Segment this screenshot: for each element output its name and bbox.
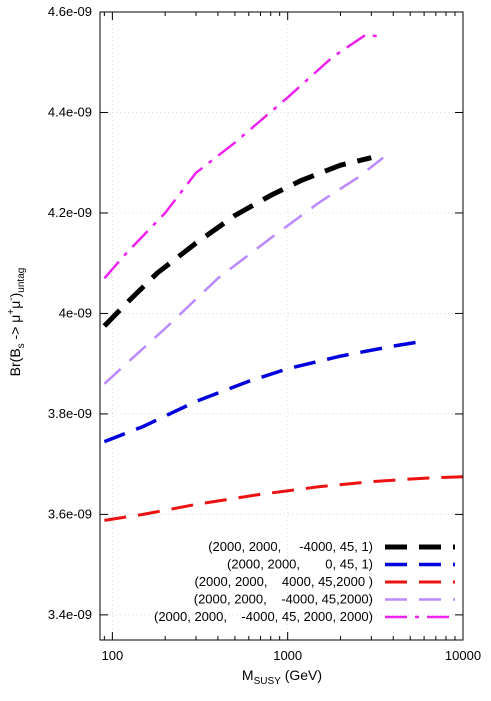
x-tick-label: 100 bbox=[102, 648, 124, 663]
series-line-5 bbox=[103, 33, 384, 280]
x-axis-label-sub: SUSY bbox=[254, 676, 282, 687]
y-tick-label: 3.6e-09 bbox=[48, 506, 92, 521]
y-tick-label: 3.8e-09 bbox=[48, 406, 92, 421]
x-axis-label-main: M bbox=[242, 667, 254, 683]
x-tick-label: 10000 bbox=[445, 648, 481, 663]
y-axis-label-part: Br(B bbox=[7, 348, 23, 376]
y-axis-label-part: ) bbox=[7, 293, 23, 298]
axis-ticks: 100 1000 10000 3.4e-09 3.6e-09 3.8e-09 4e-09 4.… bbox=[48, 4, 481, 663]
legend-label: (2000, 2000, 4000, 45,2000 ) bbox=[194, 574, 373, 589]
x-axis-label-rest: (GeV) bbox=[281, 667, 322, 683]
series-line-3 bbox=[104, 475, 464, 522]
y-axis-label-sub: s bbox=[16, 343, 27, 348]
y-tick-label: 3.4e-09 bbox=[48, 607, 92, 622]
legend-label: (2000, 2000, -4000, 45, 1) bbox=[208, 539, 373, 554]
y-tick-label: 4.4e-09 bbox=[48, 104, 92, 119]
legend-label: (2000, 2000, 0, 45, 1) bbox=[227, 557, 373, 572]
y-axis-label-part: μ bbox=[7, 301, 23, 309]
y-axis-label-part: -> μ bbox=[7, 315, 23, 344]
series-lines bbox=[102, 33, 464, 522]
plot-frame bbox=[99, 11, 464, 641]
y-tick-label: 4.6e-09 bbox=[48, 4, 92, 19]
y-axis-label: Br(Bs -> μ+μ-)untag bbox=[6, 268, 27, 377]
series-line-1 bbox=[102, 155, 372, 328]
y-axis-label-sub: untag bbox=[16, 268, 27, 293]
y-axis-label-sup: - bbox=[6, 297, 17, 300]
y-axis-label-sup: + bbox=[6, 309, 17, 315]
legend-label: (2000, 2000, -4000, 45,2000) bbox=[194, 592, 373, 607]
x-tick-label: 1000 bbox=[273, 648, 302, 663]
y-tick-label: 4.2e-09 bbox=[48, 205, 92, 220]
legend: (2000, 2000, -4000, 45, 1) (2000, 2000, 0… bbox=[154, 539, 455, 624]
legend-label: (2000, 2000, -4000, 45, 2000, 2000) bbox=[154, 609, 373, 624]
series-line-4 bbox=[103, 156, 384, 385]
x-axis-label: MSUSY (GeV) bbox=[242, 667, 322, 687]
series-line-2 bbox=[103, 339, 425, 444]
y-tick-label: 4e-09 bbox=[59, 305, 92, 320]
